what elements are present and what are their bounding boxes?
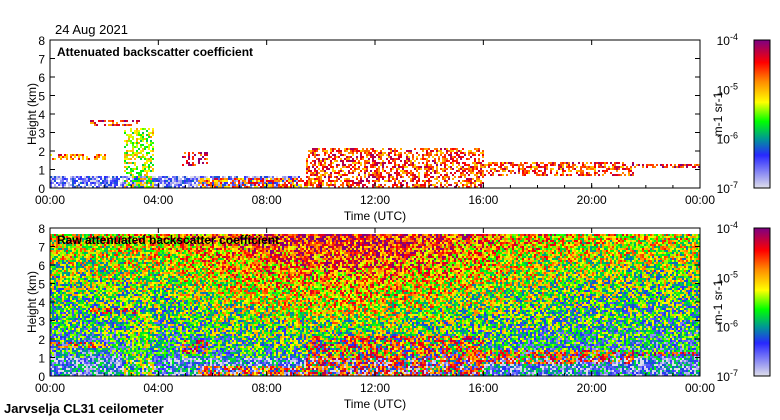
y-tick-label: 1 — [38, 352, 45, 366]
x-tick-label: 08:00 — [252, 193, 282, 207]
y-tick-label: 5 — [38, 278, 45, 292]
y-tick-label: 4 — [38, 296, 45, 310]
colorbar-top — [754, 40, 770, 188]
y-tick-label: 2 — [38, 145, 45, 159]
y-tick-label: 7 — [38, 53, 45, 67]
x-tick-label: 00:00 — [35, 193, 65, 207]
colorbar-frame — [753, 227, 771, 377]
y-tick-label: 1 — [38, 164, 45, 178]
x-tick-label: 04:00 — [143, 381, 173, 395]
x-tick-label: 20:00 — [577, 193, 607, 207]
y-tick-label: 3 — [38, 127, 45, 141]
colorbar-tick-label: 10-4 — [717, 32, 738, 48]
colorbar-label: m-1 sr-1 — [711, 91, 725, 136]
x-tick-label: 00:00 — [685, 381, 715, 395]
colorbar-tick-label: 10-7 — [717, 180, 738, 196]
colorbar-label: m-1 sr-1 — [711, 279, 725, 324]
y-tick-label: 8 — [38, 34, 45, 48]
x-tick-label: 20:00 — [577, 381, 607, 395]
y-axis-label: Height (km) — [25, 271, 39, 333]
x-tick-label: 00:00 — [35, 381, 65, 395]
y-tick-label: 6 — [38, 71, 45, 85]
raw-backscatter-heatmap — [50, 228, 700, 376]
y-tick-label: 6 — [38, 259, 45, 273]
x-tick-label: 12:00 — [360, 193, 390, 207]
x-tick-label: 00:00 — [685, 193, 715, 207]
x-tick-label: 04:00 — [143, 193, 173, 207]
y-tick-label: 0 — [38, 182, 45, 196]
colorbar-tick-label: 10-7 — [717, 368, 738, 384]
x-tick-label: 12:00 — [360, 381, 390, 395]
y-tick-label: 2 — [38, 333, 45, 347]
colorbar-tick-label: 10-4 — [717, 220, 738, 236]
date-label: 24 Aug 2021 — [55, 22, 129, 37]
backscatter-heatmap — [50, 40, 700, 188]
y-tick-label: 8 — [38, 222, 45, 236]
y-axis-label: Height (km) — [25, 83, 39, 145]
colorbar-bottom — [754, 228, 770, 376]
panel-title: Attenuated backscatter coefficient — [57, 45, 253, 59]
panel-title: Raw attenuated backscatter coefficient — [57, 233, 279, 247]
colorbar-frame — [753, 39, 771, 189]
x-axis-label: Time (UTC) — [344, 397, 406, 411]
x-axis-label: Time (UTC) — [344, 209, 406, 223]
instrument-label: Jarvselja CL31 ceilometer — [4, 401, 164, 416]
x-tick-label: 08:00 — [252, 381, 282, 395]
x-tick-label: 16:00 — [468, 193, 498, 207]
y-tick-label: 4 — [38, 108, 45, 122]
plot-frame — [49, 227, 701, 377]
y-tick-label: 0 — [38, 370, 45, 384]
plot-frame — [49, 39, 701, 189]
y-tick-label: 7 — [38, 241, 45, 255]
y-tick-label: 5 — [38, 90, 45, 104]
y-tick-label: 3 — [38, 315, 45, 329]
x-tick-label: 16:00 — [468, 381, 498, 395]
